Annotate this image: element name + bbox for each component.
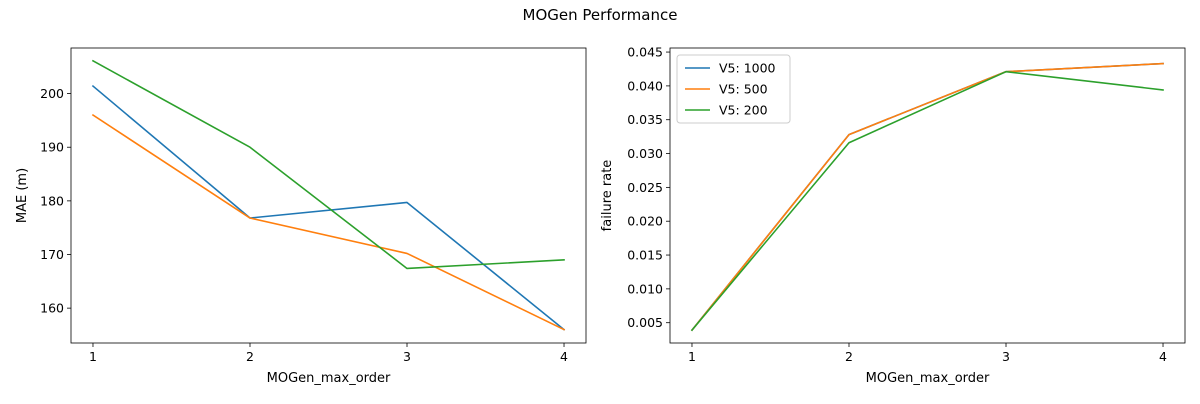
y-tick-label: 0.045 [627,45,663,60]
legend-label-2: V5: 500 [719,82,768,97]
series-line-3 [91,59,565,270]
y-tick-label: 0.020 [627,214,663,229]
axes-frame [70,47,587,344]
x-axis-label: MOGen_max_order [866,371,990,386]
failure-rate-chart: 1 2 3 4 0.005 0.010 0.015 0.020 0.025 0.030 0.035 0… [600,45,1186,386]
series-line-2 [690,62,1164,332]
mae-chart: 1 2 3 4 160 170 180 190 200 MOGen_max_order MAE (m… [15,47,587,386]
x-tick-label: 2 [246,349,254,364]
legend-label-1: V5: 1000 [719,61,776,76]
axes-frame [669,47,1186,344]
y-tick-label: 0.010 [627,281,663,296]
figure-title: MOGen Performance [523,6,678,24]
y-tick-label: 0.005 [627,315,663,330]
legend: V5: 1000 V5: 500 V5: 200 [676,54,791,124]
series-line-3 [690,70,1164,332]
y-tick-label: 0.040 [627,78,663,93]
x-tick-label: 4 [1159,349,1167,364]
x-tick-label: 1 [89,349,97,364]
y-tick-label: 200 [40,86,64,101]
y-axis-label: MAE (m) [15,168,30,223]
legend-box [676,54,791,124]
y-tick-label: 180 [40,193,64,208]
x-tick-label: 2 [845,349,853,364]
x-axis-label: MOGen_max_order [267,371,391,386]
y-tick-label: 160 [40,301,64,316]
y-tick-label: 170 [40,247,64,262]
y-tick-label: 0.025 [627,180,663,195]
x-tick-label: 1 [688,349,696,364]
x-tick-label: 4 [560,349,568,364]
y-tick-label: 0.015 [627,248,663,263]
y-tick-label: 0.030 [627,146,663,161]
x-tick-label: 3 [403,349,411,364]
x-tick-label: 3 [1002,349,1010,364]
series-line-2 [91,113,566,331]
y-tick-label: 190 [40,140,64,155]
series-line-1 [91,84,566,331]
legend-label-3: V5: 200 [719,103,768,118]
y-tick-label: 0.035 [627,112,663,127]
y-axis-label: failure rate [600,160,615,232]
